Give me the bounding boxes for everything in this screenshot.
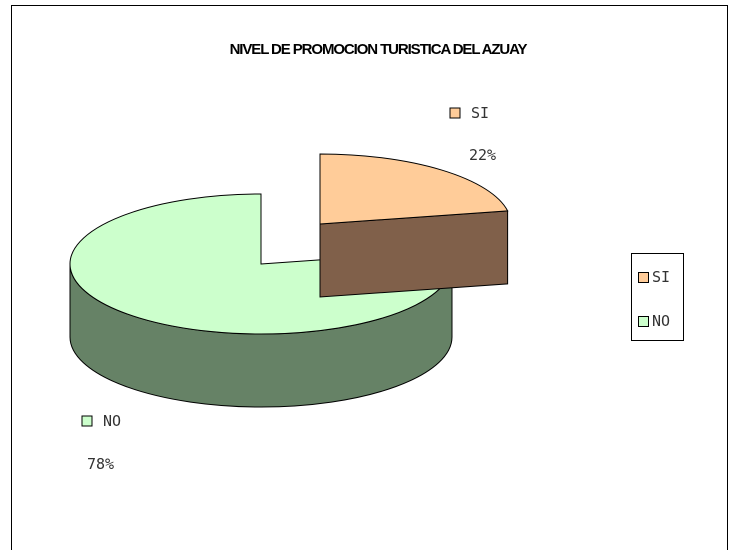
chart-frame: [11, 5, 728, 550]
legend-swatch-no: [638, 315, 649, 327]
legend-label-no: NO: [652, 312, 671, 330]
pie-group: [69, 153, 509, 408]
data-label-si-value: 22%: [469, 146, 496, 164]
data-label-si: SI 22%: [449, 104, 496, 164]
legend: SI NO: [631, 253, 684, 341]
data-label-no-category: NO: [103, 412, 121, 430]
legend-label-si: SI: [652, 268, 671, 286]
chart-title: NIVEL DE PROMOCION TURISTICA DEL AZUAY: [230, 41, 528, 58]
pie-slice-si: [319, 153, 509, 225]
legend-item-no: NO: [638, 312, 671, 330]
pie-slice-si-side: [319, 210, 509, 298]
data-label-no-value: 78%: [87, 455, 114, 473]
data-label-si-category: SI: [471, 104, 489, 122]
data-label-si-swatch: [449, 107, 461, 119]
legend-item-si: SI: [638, 268, 671, 286]
data-label-no: NO 78%: [81, 412, 121, 473]
pie-slice-no: [69, 193, 453, 335]
legend-swatch-si: [638, 271, 649, 283]
data-label-no-swatch: [81, 415, 93, 427]
